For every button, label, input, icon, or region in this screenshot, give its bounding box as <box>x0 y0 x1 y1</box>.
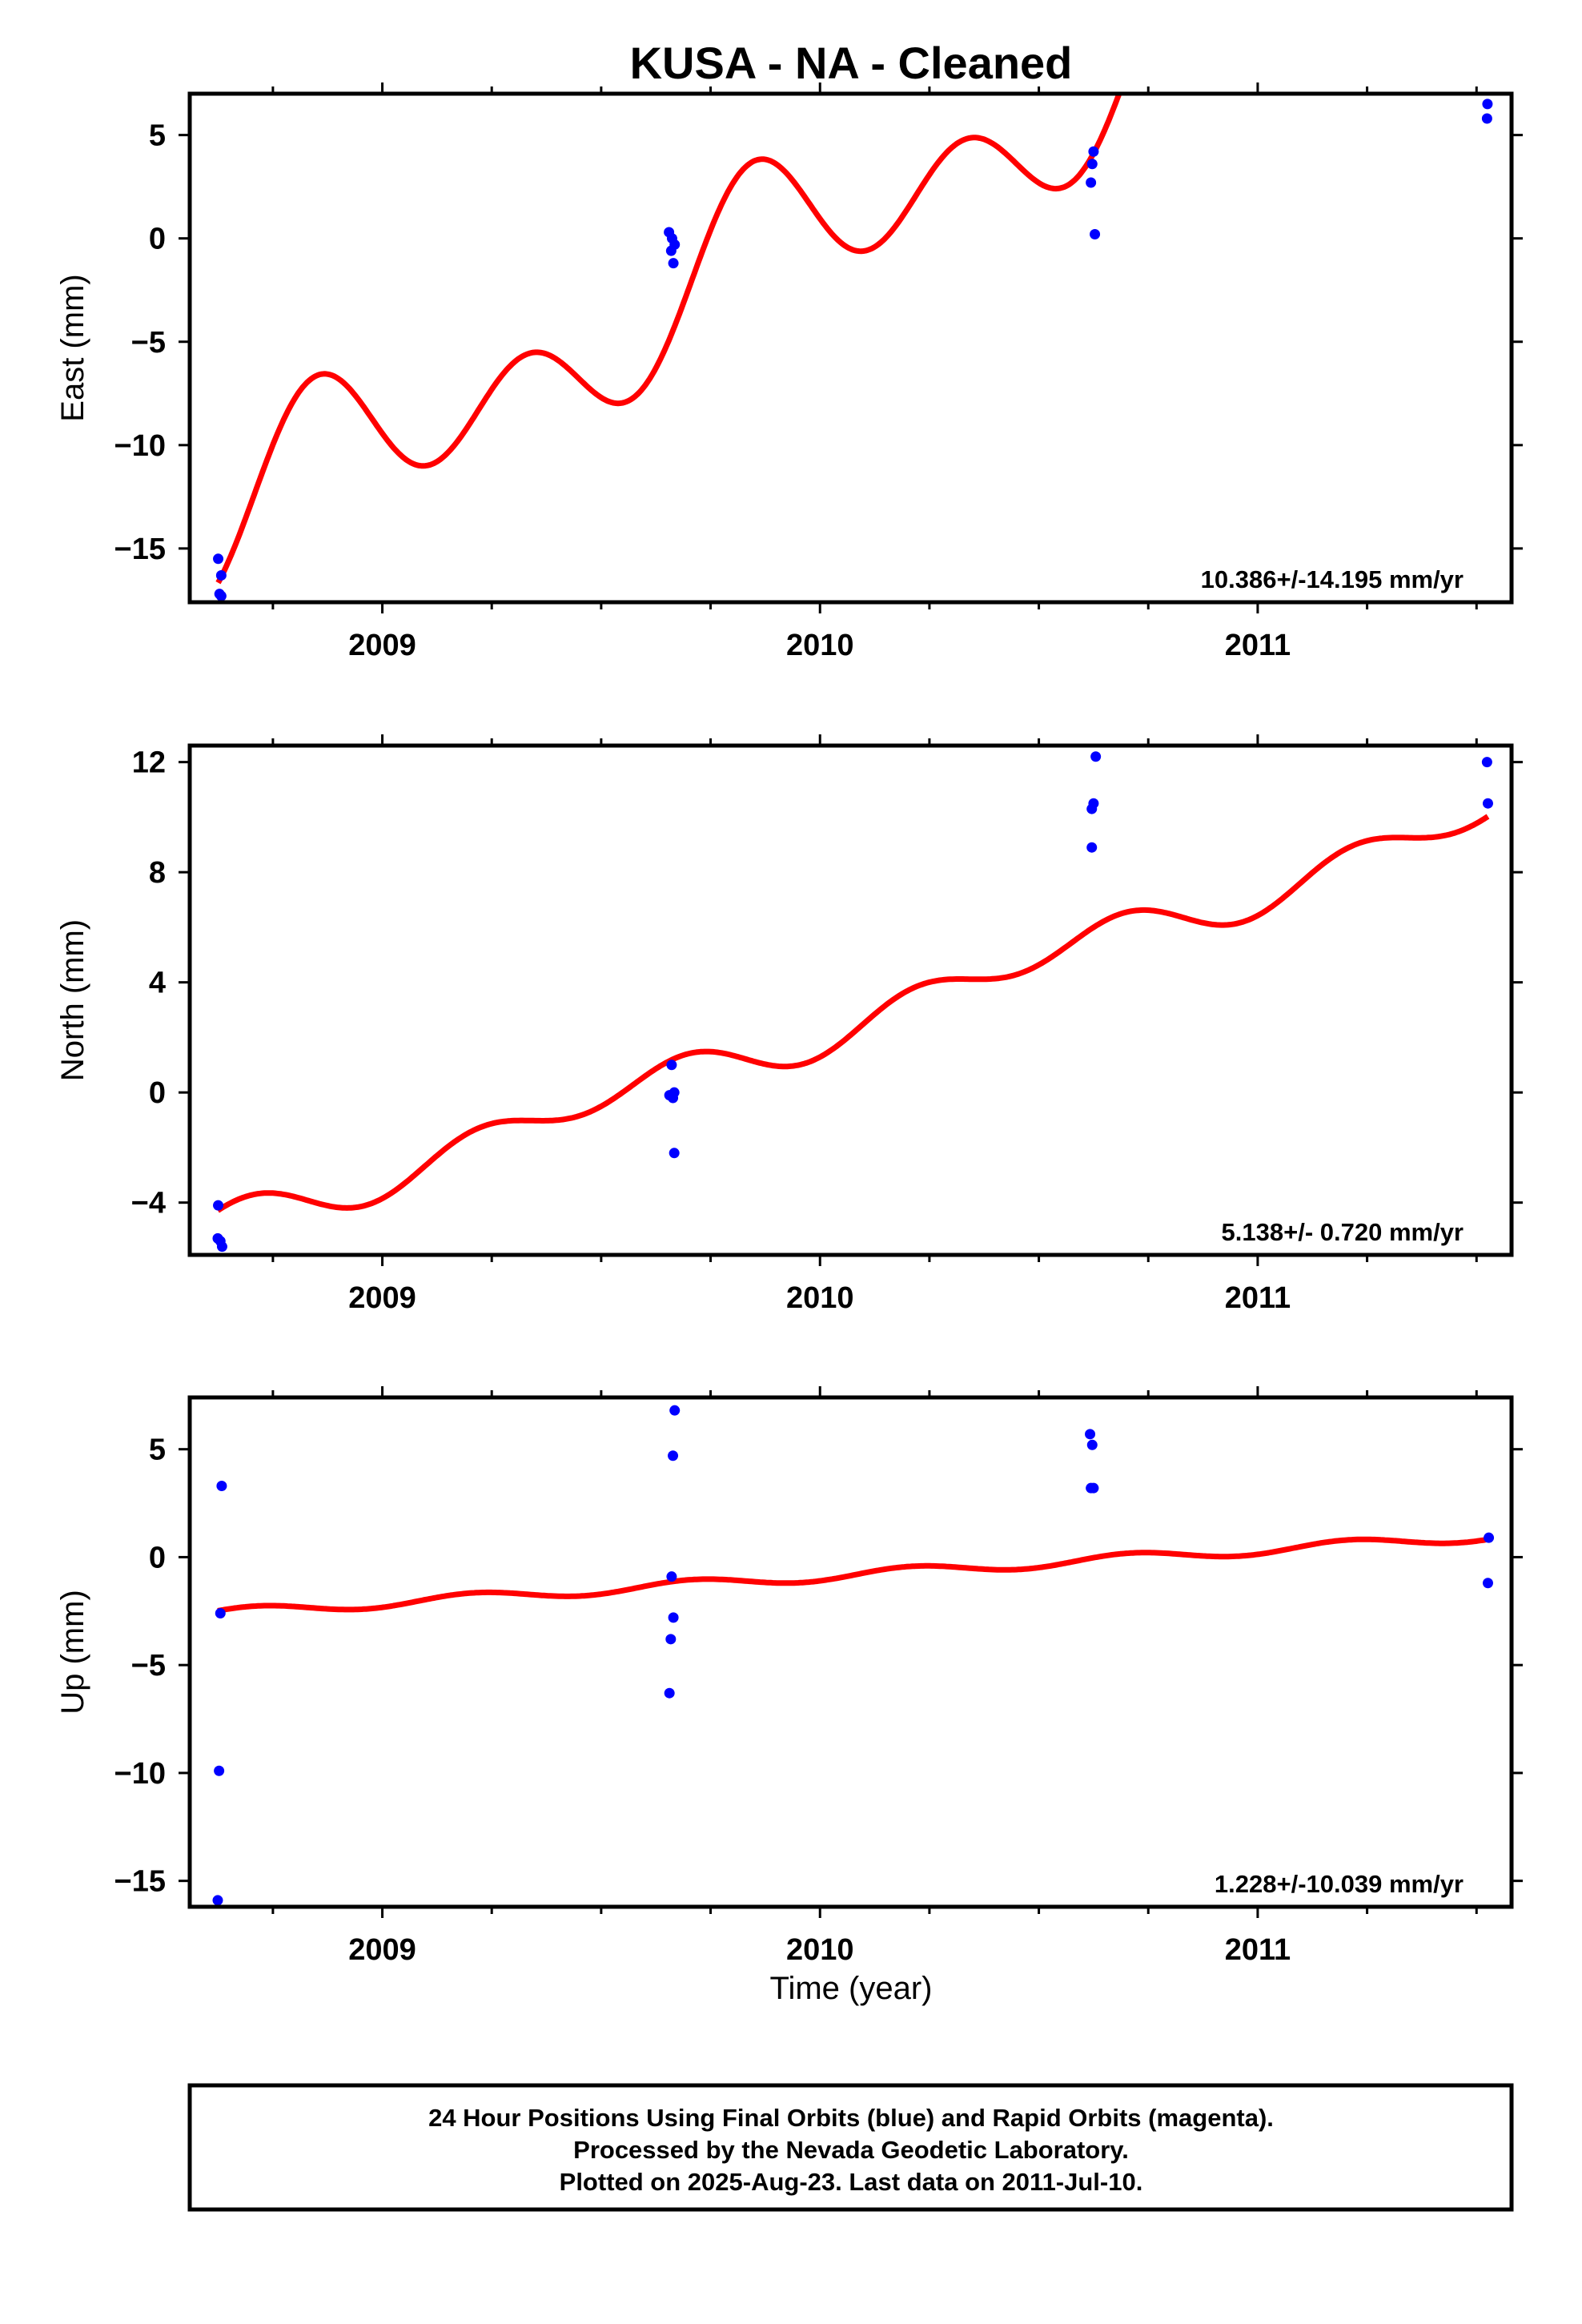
data-point <box>215 1607 226 1618</box>
rate-label: 10.386+/-14.195 mm/yr <box>1201 565 1464 593</box>
data-point <box>216 1241 227 1252</box>
data-point <box>1088 1482 1099 1494</box>
x-tick-label: 2011 <box>1225 629 1291 662</box>
y-tick-label: 0 <box>149 1541 166 1574</box>
data-point <box>669 1405 681 1416</box>
y-axis-label: North (mm) <box>55 919 90 1081</box>
data-point <box>666 1571 677 1582</box>
data-point <box>669 1087 680 1098</box>
x-tick-label: 2010 <box>786 1933 854 1967</box>
y-tick-label: −5 <box>131 326 166 360</box>
plot-frame <box>187 1395 1514 1909</box>
data-point <box>1482 99 1493 110</box>
plot-frame <box>187 91 1514 605</box>
y-tick-label: −15 <box>114 1865 166 1899</box>
data-point <box>1086 159 1098 170</box>
data-point <box>1088 146 1099 157</box>
x-tick-label: 2009 <box>348 1933 416 1967</box>
data-point <box>1481 113 1492 124</box>
footer-line-2: Processed by the Nevada Geodetic Laborat… <box>573 2136 1129 2164</box>
data-point <box>1481 757 1492 768</box>
y-tick-label: −10 <box>114 1757 166 1791</box>
data-point <box>669 1148 680 1159</box>
data-point <box>213 1200 224 1211</box>
data-point <box>1086 842 1098 853</box>
x-tick-label: 2011 <box>1225 1933 1291 1967</box>
y-tick-label: −5 <box>131 1649 166 1683</box>
data-point <box>213 553 224 565</box>
footer-line-1: 24 Hour Positions Using Final Orbits (bl… <box>428 2104 1274 2132</box>
north-panel: 2009 2010 2011 12 8 4 0 −4 North (mm) 5.138+/- 0.… <box>55 734 1523 1315</box>
y-axis-label: East (mm) <box>55 274 90 421</box>
footer-box: 24 Hour Positions Using Final Orbits (bl… <box>187 2083 1514 2212</box>
data-point <box>668 258 679 269</box>
data-point <box>216 1480 227 1491</box>
x-tick-label: 2009 <box>348 1281 416 1315</box>
x-axis-title: Time (year) <box>770 1971 933 2006</box>
y-tick-label: 0 <box>149 1076 166 1110</box>
data-point <box>665 1634 677 1645</box>
y-tick-label: 8 <box>149 856 166 890</box>
y-tick-label: 12 <box>132 746 166 780</box>
data-point <box>1090 751 1102 762</box>
y-axis-label: Up (mm) <box>55 1590 90 1715</box>
data-point <box>214 1765 225 1776</box>
x-tick-label: 2011 <box>1225 1281 1291 1315</box>
y-tick-label: 0 <box>149 223 166 256</box>
data-point <box>666 1059 677 1071</box>
data-point <box>1086 803 1098 814</box>
data-point <box>212 1895 223 1906</box>
model-fit-line <box>215 94 1122 585</box>
x-tick-label: 2009 <box>348 629 416 662</box>
x-tick-label: 2010 <box>786 1281 854 1315</box>
model-fit-line <box>217 1536 1490 1614</box>
model-fit-line <box>216 814 1490 1213</box>
data-point <box>665 245 677 256</box>
chart-title: KUSA - NA - Cleaned <box>630 38 1073 88</box>
data-point <box>668 1450 679 1462</box>
footer-line-3: Plotted on 2025-Aug-23. Last data on 201… <box>560 2168 1143 2196</box>
rate-label: 1.228+/-10.039 mm/yr <box>1215 1870 1464 1898</box>
data-point <box>1086 1439 1098 1450</box>
data-point <box>1484 1532 1495 1543</box>
data-point <box>215 569 227 581</box>
y-tick-label: −10 <box>114 429 166 463</box>
rate-label: 5.138+/- 0.720 mm/yr <box>1222 1218 1464 1246</box>
data-point <box>1482 1578 1493 1589</box>
y-tick-label: −15 <box>114 533 166 566</box>
data-point <box>215 590 227 601</box>
y-tick-label: 4 <box>149 967 166 1000</box>
data-point <box>1482 798 1493 809</box>
data-point <box>668 1612 679 1623</box>
data-point <box>1090 229 1101 240</box>
data-point <box>1086 177 1097 188</box>
plot-frame <box>187 743 1514 1257</box>
x-tick-label: 2010 <box>786 629 854 662</box>
data-point <box>664 1687 675 1699</box>
east-panel: 2009 2010 2011 5 0 −5 −10 −15 East (mm) 10.386+/-… <box>55 82 1523 662</box>
y-tick-label: 5 <box>149 119 166 153</box>
up-panel: 2009 2010 2011 5 0 −5 −10 −15 Up (mm) 1.228+/-10.… <box>55 1386 1523 1967</box>
data-point <box>1085 1429 1096 1440</box>
y-tick-label: 5 <box>149 1433 166 1467</box>
y-tick-label: −4 <box>131 1187 166 1220</box>
